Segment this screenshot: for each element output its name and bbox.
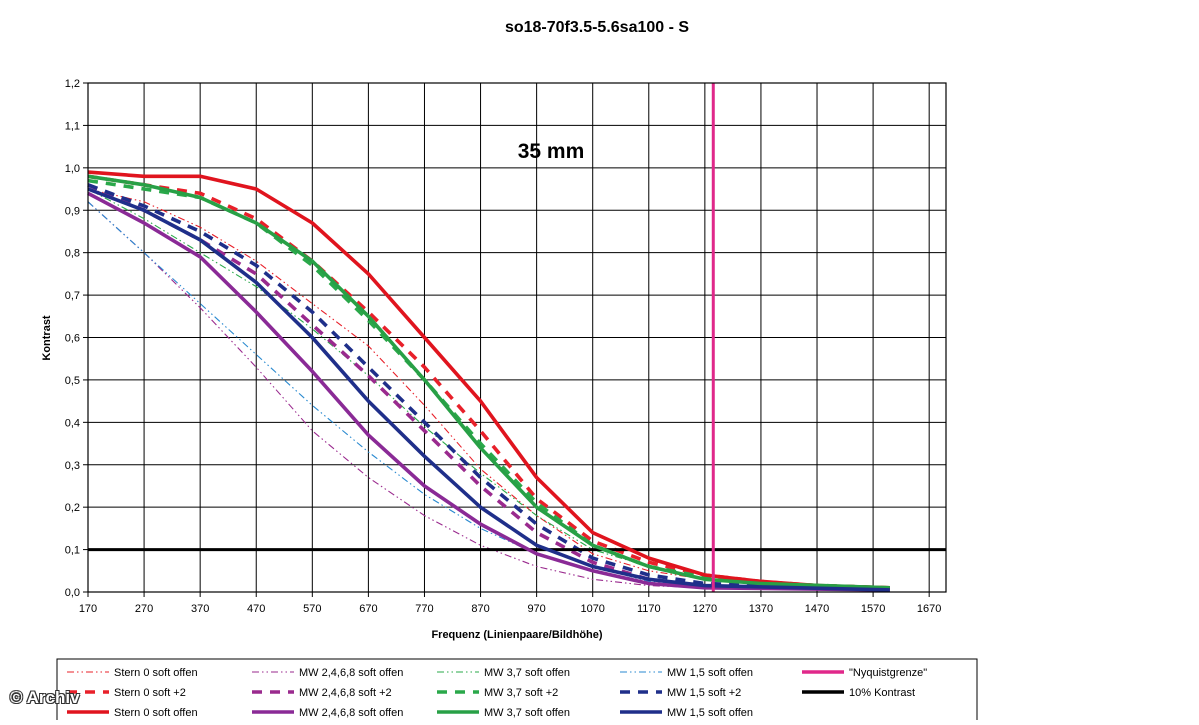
axes-layer [83,82,947,597]
x-tick-label: 1370 [749,603,773,615]
x-tick-label: 570 [303,603,321,615]
y-tick-label: 0,3 [65,460,80,472]
series-line-8 [87,183,890,592]
focal-length-annotation: 35 mm [518,140,585,163]
legend-entry-10: Stern 0 soft offen [114,707,198,719]
y-tick-label: 1,1 [65,120,80,132]
y-tick-label: 1,2 [65,78,80,90]
x-tick-label: 1670 [917,603,941,615]
legend-entry-9: 10% Kontrast [849,687,915,699]
chart-title: so18-70f3.5-5.6sa100 - S [505,19,689,36]
text-layer: 170 270 370 470 570 670 770 870 970 1070 1170 1270 1… [41,19,941,641]
x-tick-label: 1470 [805,603,829,615]
x-tick-label: 770 [415,603,433,615]
x-tick-label: 270 [135,603,153,615]
legend-entry-0: Stern 0 soft offen [114,667,198,679]
y-tick-label: 0,9 [65,205,80,217]
x-tick-label: 370 [191,603,209,615]
y-tick-label: 0,1 [65,545,80,557]
y-tick-label: 0,2 [65,502,80,514]
series-line-11 [87,191,890,592]
legend-entry-8: MW 1,5 soft +2 [667,687,741,699]
legend-entry-11: MW 2,4,6,8 soft offen [299,707,403,719]
x-axis-label: Frequenz (Linienpaare/Bildhöhe) [431,629,602,641]
legend-entry-12: MW 3,7 soft offen [484,707,570,719]
y-axis-label: Kontrast [41,315,53,361]
y-tick-label: 1,0 [65,163,80,175]
series-line-12 [87,174,890,590]
legend-entry-3: MW 1,5 soft offen [667,667,753,679]
series-line-13 [87,187,890,592]
series-layer [87,83,946,592]
y-tick-label: 0,0 [65,587,80,599]
x-tick-label: 1170 [637,603,661,615]
y-tick-label: 0,7 [65,290,80,302]
x-tick-label: 970 [527,603,545,615]
copyright-watermark: © Archiv [10,688,80,707]
legend-entry-4: "Nyquistgrenze" [849,667,927,679]
x-tick-label: 170 [79,603,97,615]
series-line-10 [87,170,890,590]
x-tick-label: 870 [471,603,489,615]
x-tick-label: 670 [359,603,377,615]
y-tick-label: 0,5 [65,375,80,387]
legend-entry-6: MW 2,4,6,8 soft +2 [299,687,392,699]
y-tick-label: 0,6 [65,333,80,345]
legend-entry-13: MW 1,5 soft offen [667,707,753,719]
y-tick-label: 0,8 [65,248,80,260]
x-tick-label: 1070 [580,603,604,615]
series-line-3 [87,201,890,591]
legend-entry-1: MW 2,4,6,8 soft offen [299,667,403,679]
series-line-1 [87,201,890,591]
series-line-6 [87,183,890,592]
legend-entry-5: Stern 0 soft +2 [114,687,186,699]
x-tick-label: 1570 [861,603,885,615]
y-tick-label: 0,4 [65,417,80,429]
x-tick-label: 470 [247,603,265,615]
legend: Stern 0 soft offen MW 2,4,6,8 soft offen M… [56,658,978,724]
legend-entry-2: MW 3,7 soft offen [484,667,570,679]
legend-entry-7: MW 3,7 soft +2 [484,687,558,699]
x-tick-label: 1270 [693,603,717,615]
